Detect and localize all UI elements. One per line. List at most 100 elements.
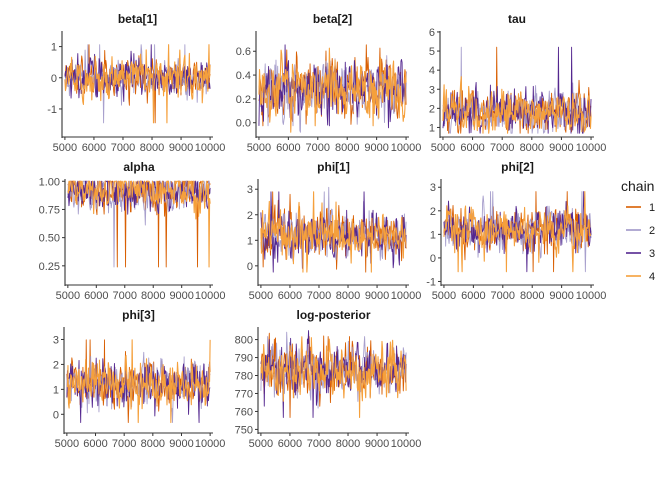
x-tick-label: 7000 [490, 142, 514, 154]
legend-title: chain [621, 178, 654, 194]
x-tick-label: 7000 [491, 290, 515, 302]
x-tick-label: 9000 [549, 142, 573, 154]
y-tick-label: -1 [47, 104, 57, 116]
traces [258, 44, 407, 133]
y-tick-label: 0.6 [236, 46, 251, 58]
legend-label-chain-2: 2 [649, 225, 655, 237]
y-tick-label: 750 [235, 424, 253, 436]
y-tick-label: 2 [247, 210, 253, 222]
x-tick-label: 5000 [53, 142, 77, 154]
panel-phi3: phi[3] 0 1 2 3 5000 6000 7000 8000 9000 10000 [53, 308, 226, 450]
y-tick-label: 2 [429, 103, 435, 115]
traces [260, 330, 407, 419]
x-tick-label: 5000 [55, 438, 79, 450]
chain-3-trace [67, 180, 211, 215]
x-tick-label: 9000 [364, 142, 388, 154]
legend-label-chain-4: 4 [649, 271, 655, 283]
chain-3-trace [442, 46, 592, 134]
x-tick-label: 6000 [278, 438, 302, 450]
chain-4-trace [443, 191, 592, 273]
x-tick-label: 9000 [169, 290, 193, 302]
panel-title: phi[2] [501, 160, 534, 174]
chain-4-trace [260, 191, 407, 273]
y-tick-label: 800 [235, 335, 253, 347]
x-tick-label: 6000 [460, 142, 484, 154]
panel-title: log-posterior [297, 308, 371, 322]
x-tick-label: 8000 [336, 438, 360, 450]
traces [67, 180, 211, 268]
y-tick-label: 3 [430, 182, 436, 194]
x-tick-label: 9000 [365, 438, 389, 450]
x-tick-label: 6000 [461, 290, 485, 302]
y-tick-label: 1 [53, 384, 59, 396]
x-tick-label: 5000 [432, 290, 456, 302]
traces [443, 191, 592, 273]
y-tick-label: 0 [247, 261, 253, 273]
legend: chain 1 2 3 4 [621, 178, 655, 283]
x-tick-label: 8000 [141, 438, 165, 450]
panel-title: tau [508, 12, 526, 26]
y-tick-label: 6 [429, 27, 435, 39]
x-tick-label: 7000 [112, 438, 136, 450]
x-tick-label: 9000 [365, 290, 389, 302]
x-tick-label: 7000 [307, 438, 331, 450]
y-tick-label: 2 [53, 359, 59, 371]
x-tick-label: 9000 [169, 438, 193, 450]
y-tick-label: 0 [53, 409, 59, 421]
x-tick-label: 10000 [195, 142, 226, 154]
x-tick-label: 7000 [307, 290, 331, 302]
x-tick-label: 7000 [111, 142, 135, 154]
panel-beta1: beta[1] -1 0 1 5000 6000 7000 8000 9000 10000 [47, 12, 225, 154]
x-tick-label: 6000 [278, 290, 302, 302]
y-tick-label: -1 [426, 276, 436, 288]
chain-4-trace [258, 47, 407, 133]
y-tick-label: 3 [429, 84, 435, 96]
y-tick-label: 0.2 [236, 94, 251, 106]
x-tick-label: 9000 [549, 290, 573, 302]
x-tick-label: 6000 [82, 142, 106, 154]
y-tick-label: 780 [235, 371, 253, 383]
x-tick-label: 8000 [141, 290, 165, 302]
x-tick-label: 10000 [391, 438, 422, 450]
panel-title: phi[3] [122, 308, 155, 322]
chain-4-trace [442, 76, 592, 134]
panel-title: alpha [123, 160, 155, 174]
x-tick-label: 10000 [391, 290, 422, 302]
panel-log-posterior: log-posterior 750 760 770 780 790 800 5000 6000 7… [235, 308, 422, 450]
y-tick-label: 1 [51, 42, 57, 54]
y-tick-label: 770 [235, 388, 253, 400]
y-tick-label: 1 [430, 229, 436, 241]
y-tick-label: 760 [235, 406, 253, 418]
y-tick-label: 1 [429, 122, 435, 134]
x-tick-label: 8000 [520, 142, 544, 154]
y-tick-label: 0.4 [236, 70, 251, 82]
chain-4-trace [260, 336, 407, 419]
x-tick-label: 7000 [113, 290, 137, 302]
x-tick-label: 10000 [576, 142, 607, 154]
x-tick-label: 5000 [247, 142, 271, 154]
x-tick-label: 5000 [56, 290, 80, 302]
x-tick-label: 5000 [249, 438, 273, 450]
legend-label-chain-1: 1 [649, 202, 655, 214]
panel-phi1: phi[1] 0 1 2 3 5000 6000 7000 8000 9000 10000 [247, 160, 422, 302]
panel-phi2: phi[2] -1 0 1 2 3 5000 6000 7000 8000 9000 10000 [426, 160, 606, 302]
y-tick-label: 0 [430, 253, 436, 265]
panel-title: beta[2] [313, 12, 352, 26]
x-tick-label: 8000 [335, 142, 359, 154]
panel-tau: tau 1 2 3 4 5 6 5000 6000 7000 8000 9000 10000 [429, 12, 606, 154]
x-tick-label: 10000 [195, 438, 226, 450]
y-tick-label: 0 [51, 73, 57, 85]
x-tick-label: 5000 [431, 142, 455, 154]
x-tick-label: 10000 [391, 142, 422, 154]
chain-4-trace [64, 44, 211, 124]
traces [66, 339, 211, 424]
x-tick-label: 9000 [169, 142, 193, 154]
chain-4-trace [66, 339, 211, 424]
panel-alpha: alpha 0.25 0.50 0.75 1.00 5000 6000 7000 8000 900… [39, 160, 226, 302]
y-tick-label: 0.25 [39, 261, 60, 273]
traces [64, 44, 211, 124]
x-tick-label: 10000 [195, 290, 226, 302]
x-tick-label: 8000 [140, 142, 164, 154]
panel-title: phi[1] [317, 160, 350, 174]
